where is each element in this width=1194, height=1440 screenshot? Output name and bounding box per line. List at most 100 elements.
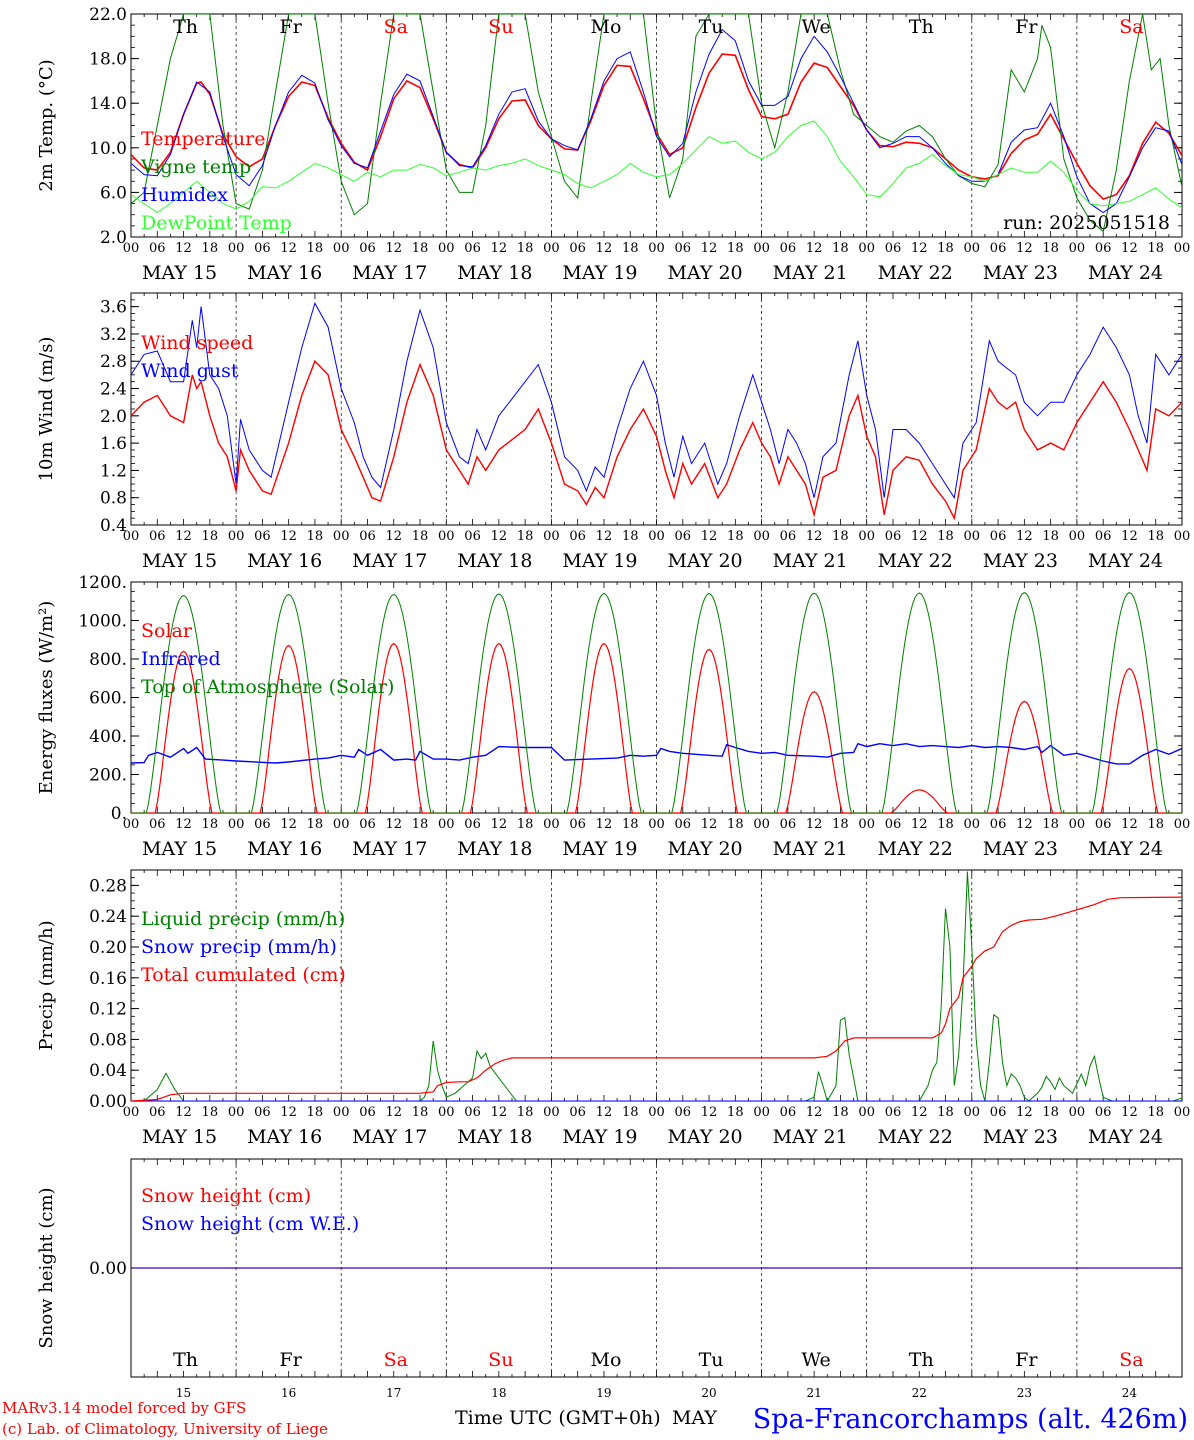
hour-tick-label: 12 [385, 817, 402, 832]
date-label: MAY 24 [1088, 838, 1163, 860]
panel-energy: 0. 200. 400. 600. 800. 1000. 1200. Energy fluxe… [36, 573, 1190, 860]
plot-area [131, 301, 1182, 521]
date-label: MAY 15 [142, 1126, 217, 1148]
y-tick-label: 400. [89, 727, 127, 747]
hour-tick-label: 18 [202, 241, 219, 256]
x-axis-title: Time UTC (GMT+0h) [455, 1407, 661, 1429]
hour-tick-label: 12 [1121, 529, 1138, 544]
day-name: Su [488, 16, 513, 38]
hour-tick-label: 00 [438, 529, 455, 544]
hour-tick-label: 18 [727, 241, 744, 256]
day-name: Sa [384, 1349, 408, 1371]
hour-tick-label: 06 [359, 529, 376, 544]
hour-tick-label: 18 [517, 817, 534, 832]
hour-tick-label: 00 [753, 817, 770, 832]
hour-tick-label: 00 [543, 241, 560, 256]
day-name: Fr [1015, 16, 1038, 38]
date-label: MAY 22 [878, 838, 953, 860]
date-label: MAY 24 [1088, 1126, 1163, 1148]
hour-tick-label: 18 [937, 817, 954, 832]
station-title: Spa-Francorchamps (alt. 426m) [753, 1404, 1188, 1435]
hour-tick-label: 06 [885, 529, 902, 544]
hour-tick-label: 18 [412, 1105, 429, 1120]
hour-tick-label: 12 [280, 241, 297, 256]
hour-tick-label: 12 [1121, 817, 1138, 832]
y-axis-label: Energy fluxes (W/m²) [36, 601, 57, 795]
date-label: MAY 19 [562, 1126, 637, 1148]
y-tick-label: 0.24 [89, 907, 127, 927]
hour-tick-label: 06 [990, 529, 1007, 544]
hour-tick-label: 12 [701, 529, 718, 544]
hour-tick-label: 00 [333, 529, 350, 544]
hour-tick-label: 00 [964, 1105, 981, 1120]
hour-tick-label: 06 [149, 529, 166, 544]
hour-tick-label: 00 [964, 529, 981, 544]
hour-tick-label: 00 [648, 817, 665, 832]
hour-tick-label: 06 [1095, 1105, 1112, 1120]
hour-tick-label: 06 [464, 241, 481, 256]
hour-tick-label: 12 [1016, 1105, 1033, 1120]
date-label: MAY 17 [352, 550, 427, 572]
hour-tick-label: 18 [202, 817, 219, 832]
date-label: MAY 17 [352, 1126, 427, 1148]
hour-tick-label: 00 [858, 817, 875, 832]
y-axis-label: 10m Wind (m/s) [36, 337, 57, 482]
hour-tick-label: 06 [990, 241, 1007, 256]
day-name: We [802, 1349, 831, 1371]
hour-tick-label: 18 [1147, 1105, 1164, 1120]
hour-tick-label: 00 [1069, 1105, 1086, 1120]
day-number: 21 [807, 1386, 822, 1400]
legend-entry: Snow precip (mm/h) [141, 936, 337, 958]
hour-tick-label: 00 [333, 1105, 350, 1120]
y-tick-label: 0.00 [89, 1259, 127, 1279]
date-label: MAY 19 [562, 838, 637, 860]
hour-tick-label: 00 [648, 241, 665, 256]
day-number: 15 [176, 1386, 191, 1400]
hour-tick-label: 12 [491, 241, 508, 256]
hour-tick-label: 06 [780, 529, 797, 544]
plot-area [131, 14, 1182, 233]
y-tick-label: 0.16 [89, 969, 127, 989]
series-top-of-atmosphere-solar- [131, 592, 1182, 813]
date-label: MAY 15 [142, 838, 217, 860]
hour-tick-label: 18 [1042, 529, 1059, 544]
y-tick-label: 1.2 [100, 461, 127, 481]
date-label: MAY 18 [457, 838, 532, 860]
hour-tick-label: 00 [543, 817, 560, 832]
hour-tick-label: 12 [911, 241, 928, 256]
hour-tick-label: 06 [359, 1105, 376, 1120]
hour-tick-label: 12 [280, 817, 297, 832]
hour-tick-label: 12 [1121, 1105, 1138, 1120]
plot-area [131, 871, 1182, 1101]
hour-tick-label: 06 [1095, 241, 1112, 256]
hour-tick-label: 18 [1147, 241, 1164, 256]
date-label: MAY 21 [773, 262, 848, 284]
y-tick-label: 0.04 [89, 1061, 127, 1081]
legend-entry: Total cumulated (cm) [141, 964, 346, 986]
series-total-cumulated-cm- [131, 896, 1182, 1101]
hour-tick-label: 06 [780, 1105, 797, 1120]
hour-tick-label: 12 [491, 529, 508, 544]
hour-tick-label: 18 [412, 241, 429, 256]
hour-tick-label: 18 [412, 817, 429, 832]
series-solar [131, 642, 1182, 813]
hour-tick-label: 00 [123, 1105, 140, 1120]
legend-entry: Humidex [141, 184, 228, 206]
hour-tick-label: 12 [701, 241, 718, 256]
hour-tick-label: 18 [307, 1105, 324, 1120]
hour-tick-label: 18 [937, 241, 954, 256]
date-label: MAY 16 [247, 262, 322, 284]
hour-tick-label: 18 [412, 529, 429, 544]
hour-tick-label: 00 [753, 529, 770, 544]
month-label: MAY [672, 1407, 717, 1429]
day-number: 24 [1122, 1386, 1138, 1400]
hour-tick-label: 12 [280, 529, 297, 544]
credit-line-2: (c) Lab. of Climatology, University of L… [2, 1420, 328, 1438]
panel-wind: 0.4 0.8 1.2 1.6 2.0 2.4 2.8 3.2 3.6 10m Wind (m/s… [36, 292, 1190, 572]
hour-tick-label: 06 [149, 241, 166, 256]
hour-tick-label: 00 [1069, 529, 1086, 544]
hour-tick-label: 00 [964, 817, 981, 832]
date-label: MAY 20 [667, 1126, 742, 1148]
hour-tick-label: 12 [1016, 241, 1033, 256]
